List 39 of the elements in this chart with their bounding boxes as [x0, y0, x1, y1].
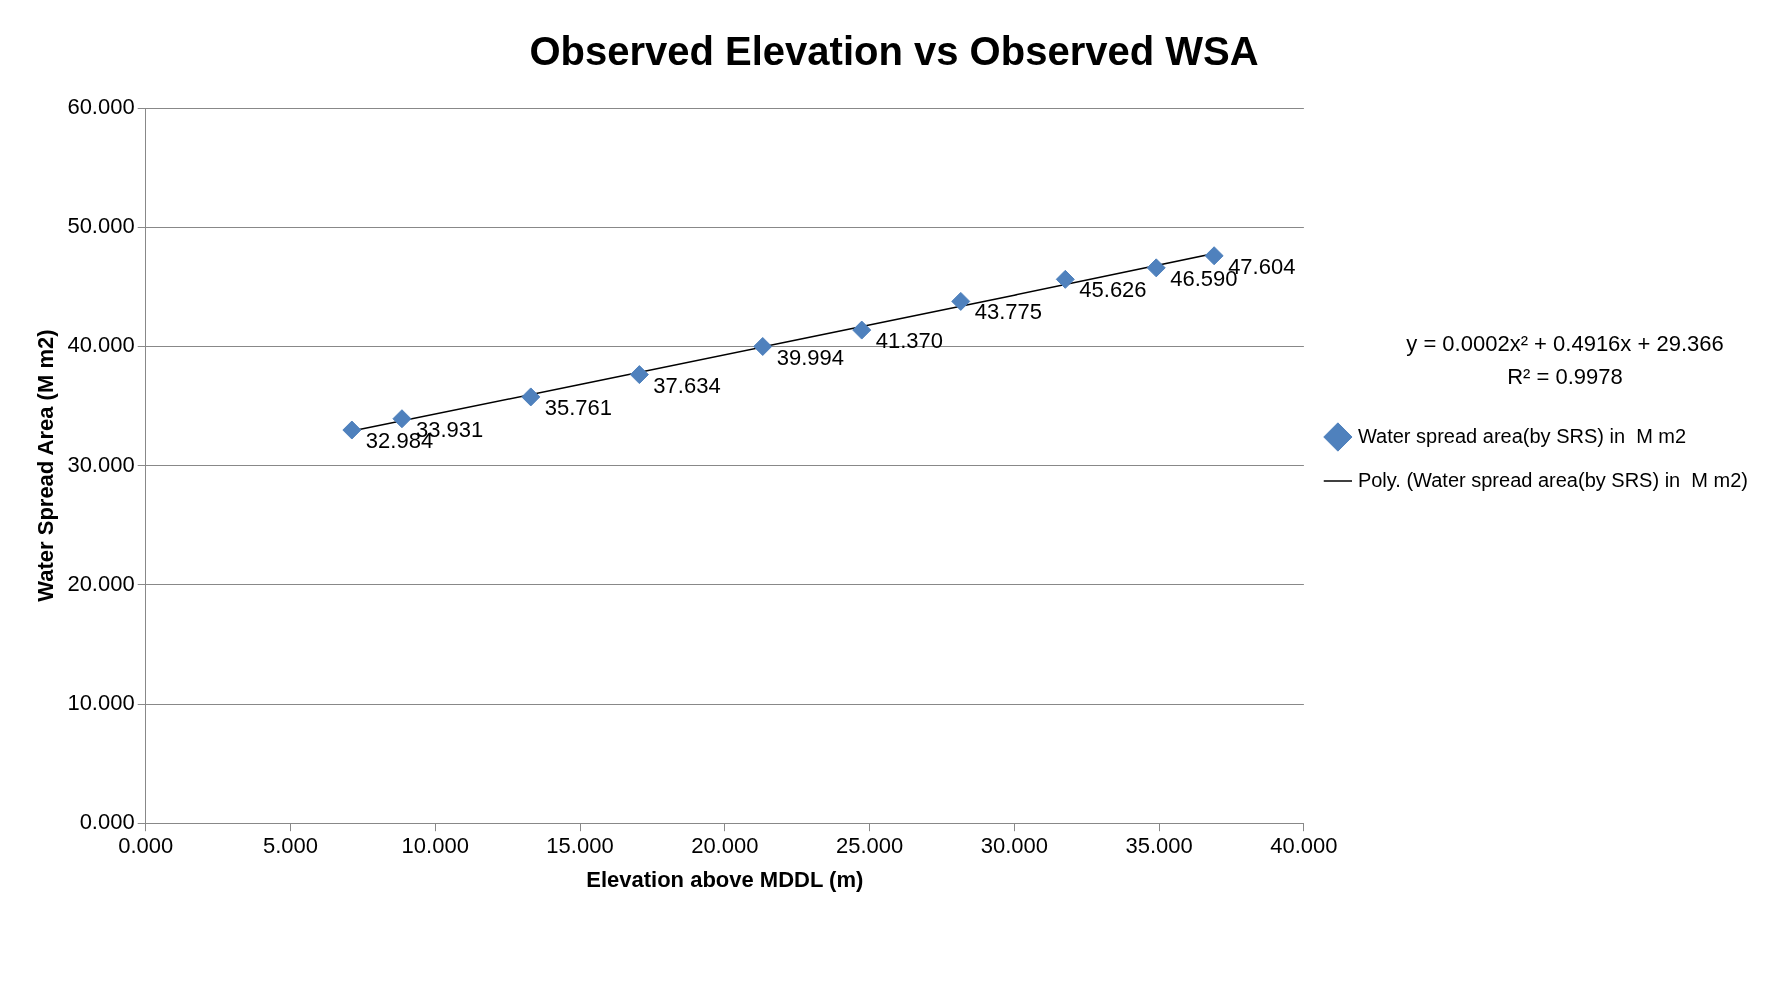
y-tick-label: 20.000 [67, 570, 135, 596]
chart-title: Observed Elevation vs Observed WSA [529, 29, 1259, 74]
point [753, 336, 773, 356]
point [1146, 258, 1166, 278]
x-tick-label: 5.000 [262, 833, 318, 859]
x-tick-label: 40.000 [1270, 833, 1338, 859]
point [629, 365, 649, 385]
y-tick-label: 40.000 [67, 332, 135, 358]
point [852, 320, 872, 340]
point [342, 420, 362, 440]
point [1204, 246, 1224, 266]
data-label: 45.626 [1079, 277, 1147, 303]
data-label: 41.370 [875, 328, 944, 354]
x-axis-title: Elevation above MDDL (m) [586, 866, 864, 892]
y-axis-title: Water Spread Area (M m2) [33, 329, 59, 602]
y-tick-label: 30.000 [67, 451, 135, 477]
x-tick-label: 0.000 [118, 833, 174, 859]
x-tick-label: 15.000 [546, 833, 614, 859]
x-tick-label: 10.000 [401, 833, 469, 859]
x-tick-label: 30.000 [980, 833, 1048, 859]
point [1055, 269, 1075, 289]
y-tick-label: 60.000 [67, 94, 135, 120]
x-tick-label: 35.000 [1125, 833, 1193, 859]
point [392, 409, 412, 429]
y-tick-label: 50.000 [67, 213, 135, 239]
y-tick-label: 0.000 [79, 809, 135, 835]
legend-label: Water spread area(by SRS) in M m2 [1357, 424, 1687, 447]
text: R² = 0.9978 [1507, 364, 1623, 390]
point [521, 387, 541, 407]
x-tick-label: 20.000 [691, 833, 759, 859]
y-tick-label: 10.000 [67, 690, 135, 716]
data-label: 37.634 [653, 372, 721, 398]
point [951, 291, 971, 311]
data-label: 35.761 [544, 394, 613, 420]
legend-label: Poly. (Water spread area(by SRS) in M m2) [1357, 468, 1748, 491]
data-label: 39.994 [776, 344, 845, 370]
x-tick-label: 25.000 [835, 833, 904, 859]
text: y = 0.0002x² + 0.4916x + 29.366 [1406, 331, 1724, 357]
data-label: 43.775 [974, 299, 1043, 325]
